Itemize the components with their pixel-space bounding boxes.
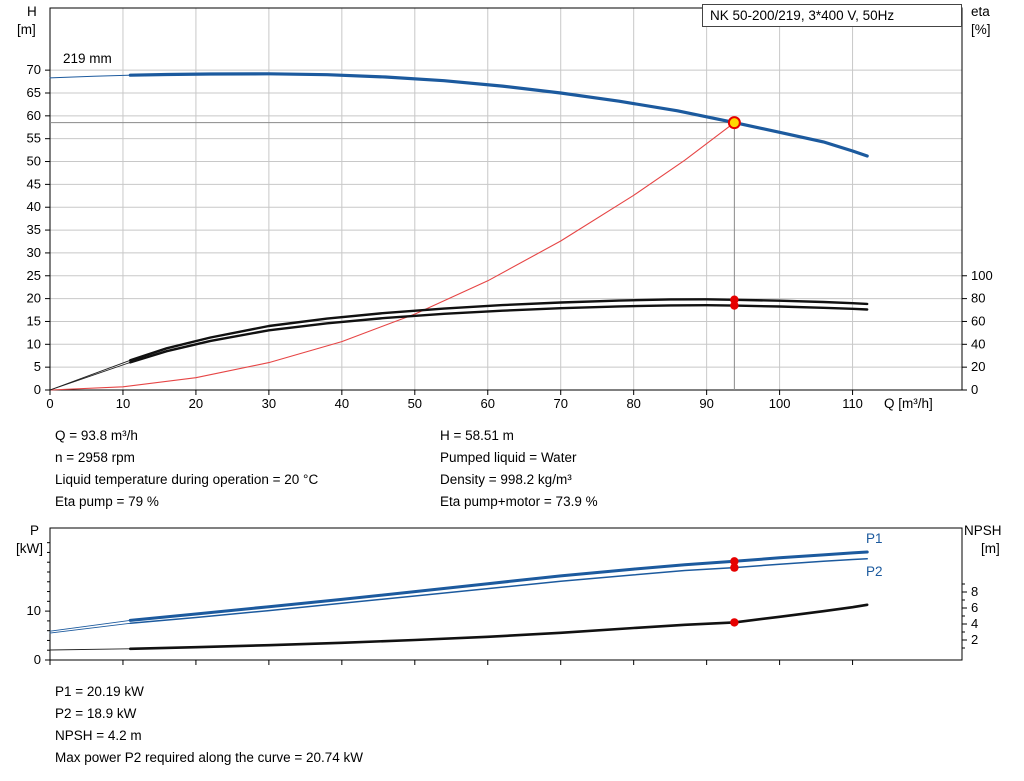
y-left-tick-label: 40 — [27, 199, 41, 214]
pump-model-title: NK 50-200/219, 3*400 V, 50Hz — [702, 4, 962, 27]
x-tick-label: 40 — [335, 396, 349, 411]
y-right-tick-label: 40 — [971, 336, 985, 351]
y-left-tick-label: 15 — [27, 313, 41, 328]
y-left-tick-label: 65 — [27, 85, 41, 100]
y-left-tick-label: 60 — [27, 108, 41, 123]
eta-axis-label: eta — [971, 4, 990, 19]
p2-point — [730, 563, 739, 572]
y-left-tick-label: 10 — [27, 336, 41, 351]
y-left-tick-label: 55 — [27, 131, 41, 146]
curve-p1 — [128, 550, 869, 622]
x-tick-label: 50 — [408, 396, 422, 411]
curve-p2 — [129, 558, 868, 625]
y-right-tick-label: 2 — [971, 632, 978, 647]
info-line-liquid: Pumped liquid = Water — [440, 450, 577, 465]
y-right-tick-label: 100 — [971, 268, 993, 283]
y-left-tick-label: 70 — [27, 62, 41, 77]
duty-info-left-column: Q = 93.8 m³/h n = 2958 rpm Liquid temper… — [55, 425, 318, 513]
p1-curve-label: P1 — [866, 531, 883, 546]
curve-npsh-lead — [49, 648, 131, 651]
p2-curve-label: P2 — [866, 564, 883, 579]
y-left-tick-label: 45 — [27, 176, 41, 191]
curve-head-219mm-lead — [49, 74, 131, 79]
x-tick-label: 100 — [769, 396, 791, 411]
y-left-tick-label: 30 — [27, 245, 41, 260]
y-left-tick-label: 50 — [27, 154, 41, 169]
info-line-p1: P1 = 20.19 kW — [55, 684, 144, 699]
info-line-density: Density = 998.2 kg/m³ — [440, 472, 572, 487]
p1-point — [730, 557, 739, 566]
impeller-diameter-label: 219 mm — [63, 51, 112, 66]
y-right-tick-label: 0 — [971, 382, 978, 397]
x-tick-label: 10 — [116, 396, 130, 411]
eta-pump-point — [730, 295, 739, 304]
y-right-tick-label: 4 — [971, 616, 978, 631]
info-line-eta: Eta pump = 79 % — [55, 494, 159, 509]
x-tick-label: 80 — [626, 396, 640, 411]
y-left-tick-label: 0 — [34, 382, 41, 397]
x-tick-label: 30 — [262, 396, 276, 411]
x-tick-label: 110 — [842, 396, 863, 411]
plot-frame — [49, 527, 963, 661]
x-tick-label: 70 — [553, 396, 567, 411]
y-right-tick-label: 20 — [971, 359, 985, 374]
y-left-tick-label: 20 — [27, 291, 41, 306]
curve-eta-pump-motor — [129, 304, 869, 364]
q-axis-label: Q [m³/h] — [884, 396, 933, 411]
info-line-n: n = 2958 rpm — [55, 450, 135, 465]
x-tick-label: 20 — [189, 396, 203, 411]
info-line-npsh: NPSH = 4.2 m — [55, 728, 142, 743]
eta-pump-motor-point — [730, 301, 739, 310]
info-line-temp: Liquid temperature during operation = 20… — [55, 472, 319, 487]
power-info-block: P1 = 20.19 kW P2 = 18.9 kW NPSH = 4.2 m … — [55, 681, 363, 769]
y-right-tick-label: 6 — [971, 600, 978, 615]
plot-frame — [49, 7, 963, 391]
npsh-axis-label: NPSH — [964, 523, 1002, 538]
eta-axis-unit: [%] — [971, 22, 991, 37]
p-axis-label: P — [30, 523, 40, 538]
curve-p1-lead — [49, 619, 131, 632]
y-left-tick-label: 5 — [34, 359, 41, 374]
y-left-tick-label: 10 — [27, 603, 41, 618]
y-left-tick-label: 0 — [34, 652, 41, 667]
info-line-eta-motor: Eta pump+motor = 73.9 % — [440, 494, 598, 509]
curve-npsh — [129, 603, 869, 651]
info-line-q: Q = 93.8 m³/h — [55, 428, 138, 443]
y-right-tick-label: 8 — [971, 584, 978, 599]
y-right-tick-label: 60 — [971, 313, 985, 328]
curve-eta-pump — [129, 298, 869, 362]
curve-system-curve — [49, 122, 735, 391]
y-right-tick-label: 80 — [971, 291, 985, 306]
y-left-tick-label: 25 — [27, 268, 41, 283]
h-axis-label: H — [27, 4, 37, 19]
npsh-point — [730, 618, 739, 627]
curve-p2-lead — [49, 622, 131, 634]
duty-point — [727, 116, 741, 130]
info-line-p2: P2 = 18.9 kW — [55, 706, 137, 721]
info-line-h: H = 58.51 m — [440, 428, 514, 443]
x-tick-label: 90 — [699, 396, 713, 411]
x-tick-label: 0 — [46, 396, 53, 411]
p-axis-unit: [kW] — [16, 541, 43, 556]
h-axis-unit: [m] — [17, 22, 36, 37]
x-tick-label: 60 — [481, 396, 495, 411]
curve-head-219mm — [128, 72, 869, 158]
duty-info-right-column: H = 58.51 m Pumped liquid = Water Densit… — [440, 425, 598, 513]
curve-eta-pump-motor-lead — [49, 361, 131, 391]
y-left-tick-label: 35 — [27, 222, 41, 237]
npsh-axis-unit: [m] — [981, 541, 1000, 556]
info-line-maxp: Max power P2 required along the curve = … — [55, 750, 364, 765]
